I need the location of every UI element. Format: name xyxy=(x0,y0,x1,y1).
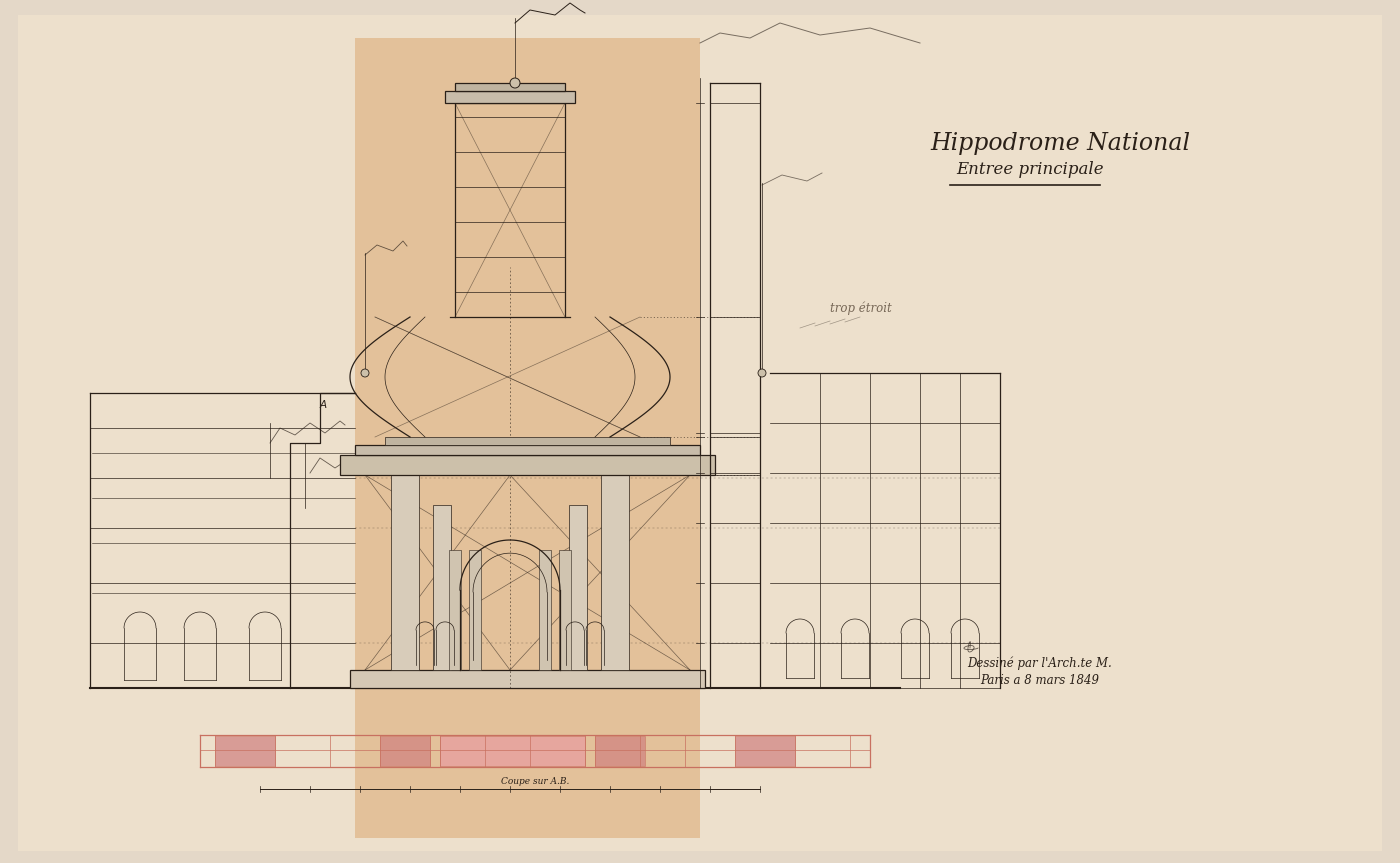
Circle shape xyxy=(757,369,766,377)
Bar xyxy=(356,445,700,455)
Bar xyxy=(735,736,795,766)
Text: A: A xyxy=(321,400,328,410)
Bar xyxy=(445,91,575,103)
Text: Hippodrome National: Hippodrome National xyxy=(930,131,1190,154)
Bar xyxy=(356,38,700,838)
Bar xyxy=(433,505,451,670)
Bar xyxy=(455,83,566,91)
Bar xyxy=(350,670,706,688)
Bar xyxy=(449,550,461,670)
Bar xyxy=(379,736,430,766)
Bar xyxy=(568,505,587,670)
Text: Dessiné par l'Arch.te M.: Dessiné par l'Arch.te M. xyxy=(967,656,1113,670)
Text: trop étroit: trop étroit xyxy=(830,301,892,315)
Text: Entree principale: Entree principale xyxy=(956,161,1103,178)
Bar xyxy=(469,550,482,670)
Circle shape xyxy=(361,369,370,377)
Bar xyxy=(440,736,585,766)
Bar xyxy=(391,475,419,670)
Bar xyxy=(385,437,671,445)
Text: Paris a 8 mars 1849: Paris a 8 mars 1849 xyxy=(980,673,1099,686)
Bar xyxy=(595,736,645,766)
Bar xyxy=(539,550,552,670)
Circle shape xyxy=(510,78,519,88)
Bar xyxy=(601,475,629,670)
Bar xyxy=(559,550,571,670)
Bar xyxy=(340,455,715,475)
Bar xyxy=(216,736,274,766)
Text: Coupe sur A.B.: Coupe sur A.B. xyxy=(501,777,570,786)
